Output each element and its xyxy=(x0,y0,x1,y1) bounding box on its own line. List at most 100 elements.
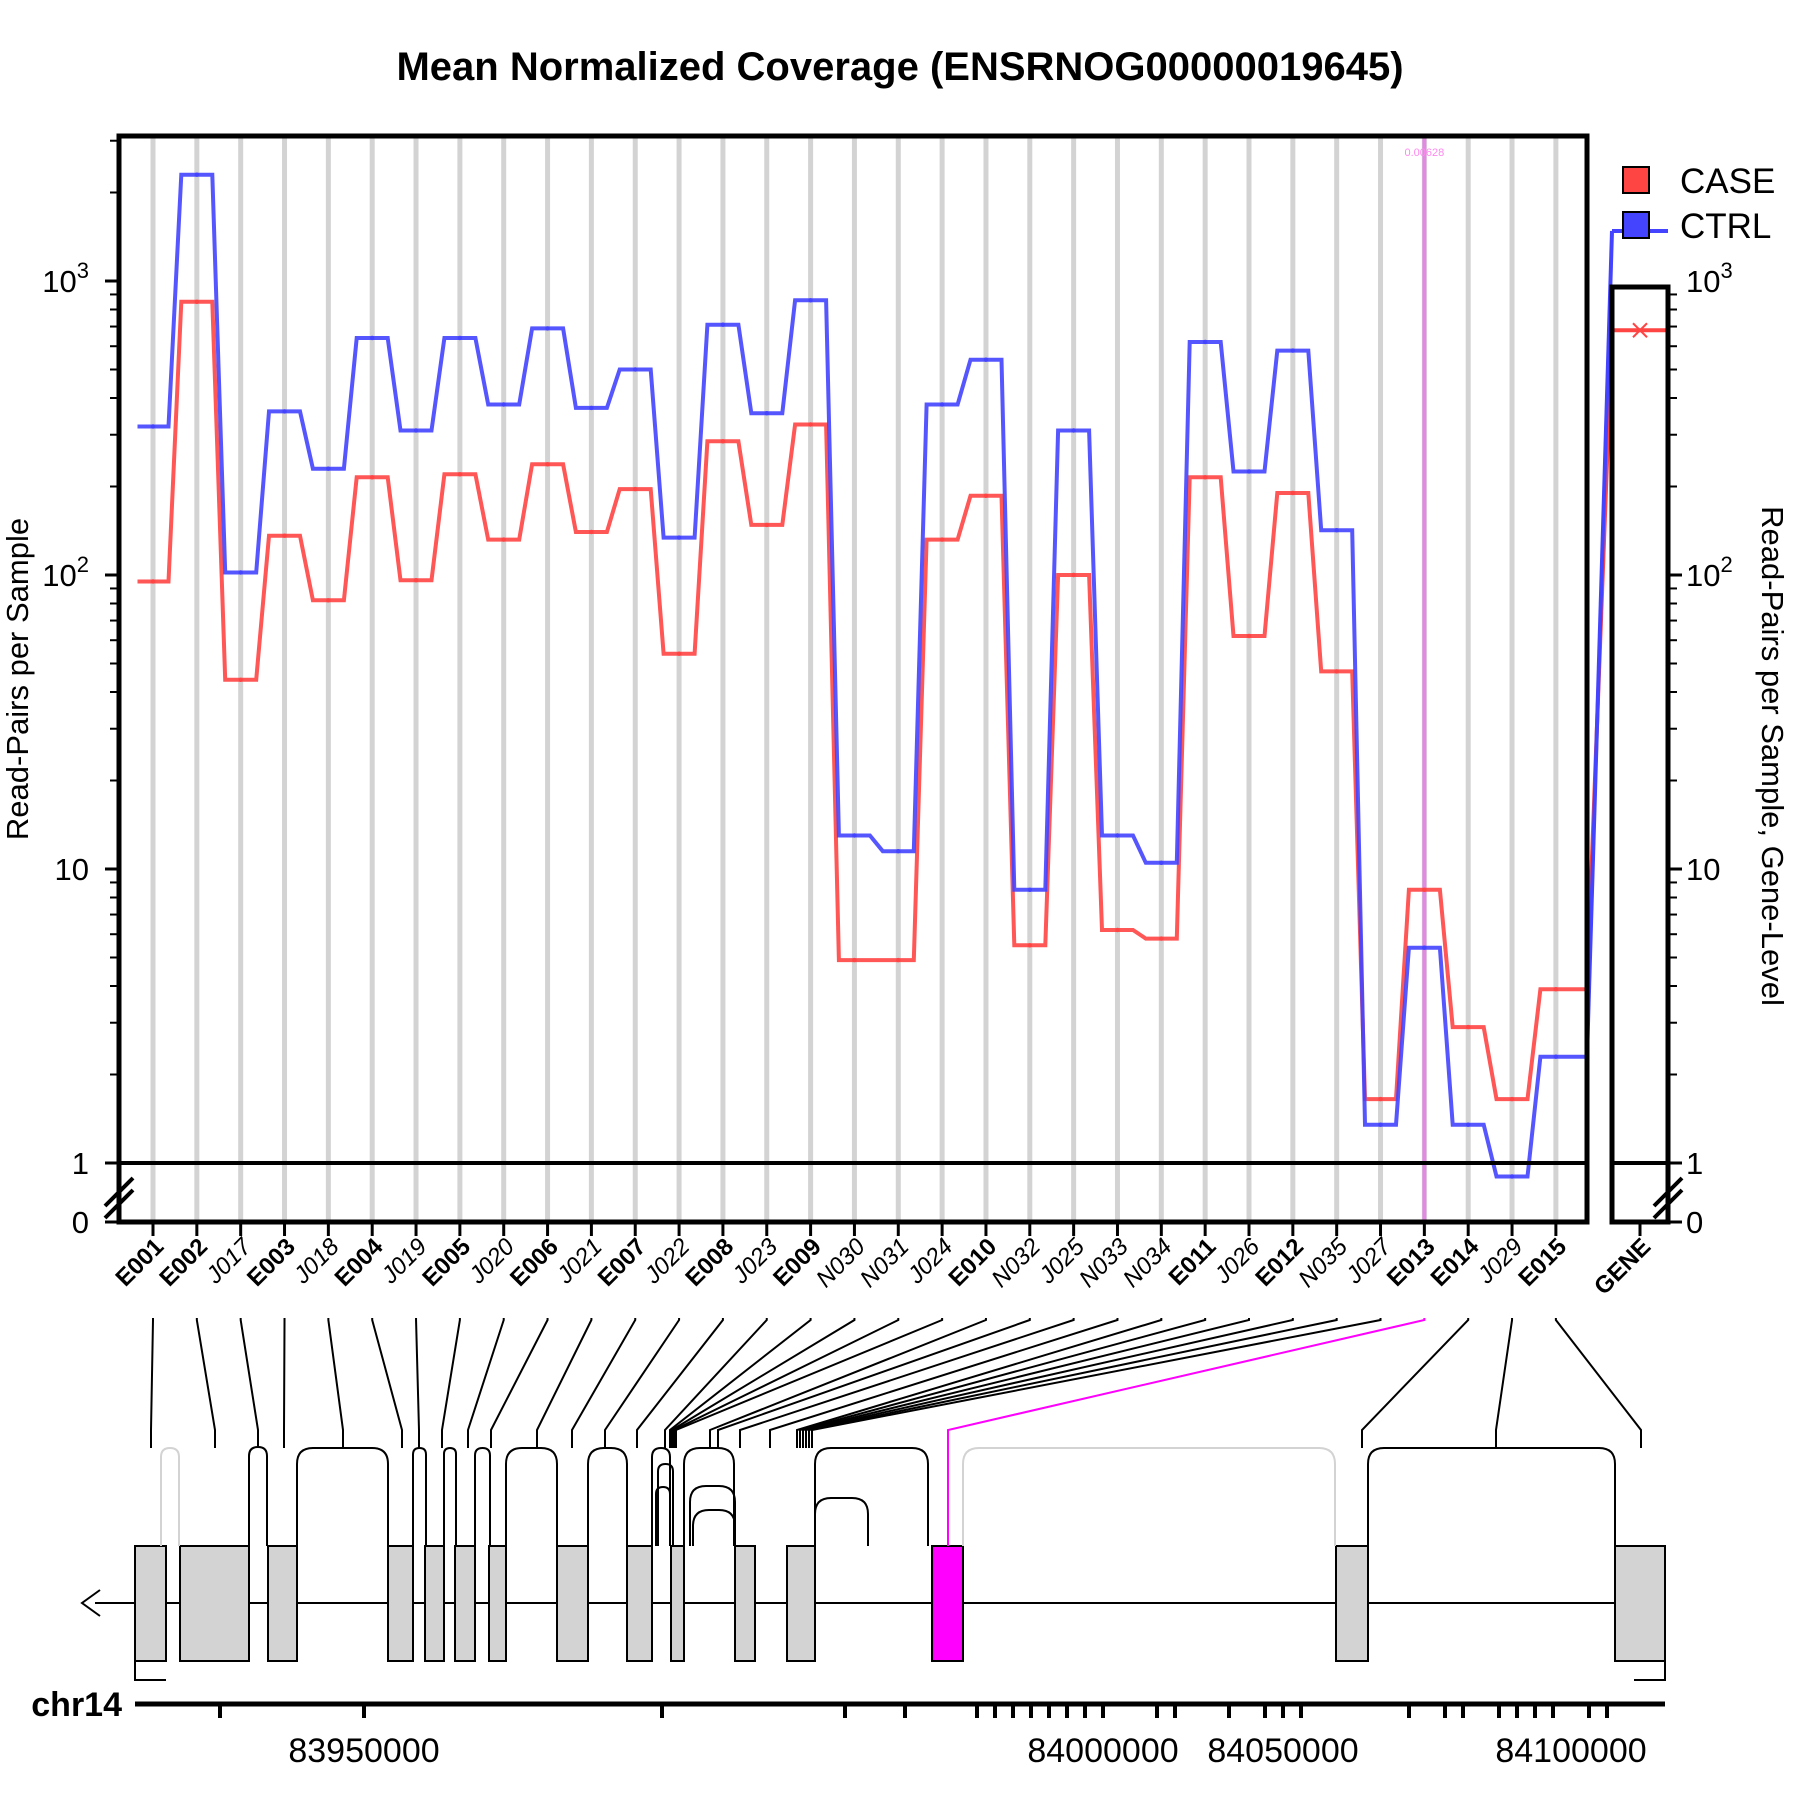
category-label-j024: J024 xyxy=(902,1233,959,1290)
highlight-layer: 0.00628 xyxy=(1404,136,1444,1222)
category-label-n030: N030 xyxy=(811,1233,871,1293)
point-case-n032 xyxy=(1027,943,1033,948)
point-ctrl-j029 xyxy=(1509,1174,1515,1179)
exon-block xyxy=(179,1545,250,1662)
exon-block xyxy=(626,1545,653,1662)
grid-lines xyxy=(150,136,1559,1222)
feature-connector xyxy=(636,1318,724,1448)
category-label-j021: J021 xyxy=(551,1233,608,1290)
highlight-pvalue: 0.00628 xyxy=(1404,147,1444,159)
point-ctrl-e012 xyxy=(1290,348,1296,353)
feature-connector xyxy=(283,1318,286,1448)
exon-block xyxy=(387,1545,414,1662)
genomic-position-label: 84100000 xyxy=(1495,1732,1646,1770)
feature-connector xyxy=(604,1318,681,1448)
point-case-j024 xyxy=(939,537,945,542)
point-case-e010 xyxy=(983,493,989,498)
feature-connector xyxy=(467,1318,505,1448)
point-case-e004 xyxy=(370,475,375,480)
exon-block-highlighted xyxy=(931,1545,964,1662)
category-label-e010: E010 xyxy=(943,1233,1002,1292)
category-label-e015: E015 xyxy=(1513,1233,1572,1292)
strand-arrow-icon xyxy=(80,1589,101,1617)
junction-arc xyxy=(443,1446,457,1546)
point-case-e002 xyxy=(194,299,200,304)
point-case-n033 xyxy=(1115,927,1120,933)
category-label-n034: N034 xyxy=(1118,1233,1178,1293)
junction-arc xyxy=(962,1447,1336,1546)
axis-break-left xyxy=(103,1176,135,1220)
category-label-e003: E003 xyxy=(242,1233,301,1292)
point-case-n031 xyxy=(896,957,901,963)
series-line-ctrl xyxy=(137,172,1587,1179)
junction-arc xyxy=(655,1485,671,1546)
gene-structure xyxy=(80,1318,1666,1718)
text-layer: 0 0 1 1 10 10 102 102 103 103 Mean Normalized Cove… xyxy=(0,45,1790,1770)
axis-break-right xyxy=(1652,1176,1684,1220)
left-ytick-label: 103 xyxy=(42,258,89,299)
point-ctrl-e014 xyxy=(1466,1122,1471,1127)
category-labels: E001E002J017E003J018E004J019E005J020E006… xyxy=(111,1220,1668,1300)
feature-connector xyxy=(805,1318,1294,1448)
chart-title: Mean Normalized Coverage (ENSRNOG0000001… xyxy=(396,45,1403,89)
point-case-n035 xyxy=(1334,669,1339,674)
junction-arc xyxy=(505,1447,558,1546)
junction-arc xyxy=(1367,1447,1616,1546)
genomic-position-label: 84050000 xyxy=(1207,1732,1358,1770)
category-label-e006: E006 xyxy=(505,1233,564,1292)
category-label-j019: J019 xyxy=(376,1233,433,1290)
category-label-e001: E001 xyxy=(111,1233,170,1292)
point-ctrl-e003 xyxy=(282,409,287,414)
point-case-e011 xyxy=(1202,475,1208,480)
gene-level-marker-case xyxy=(1632,322,1648,338)
left-ytick-label: 1 xyxy=(72,1146,89,1181)
junction-arc xyxy=(692,1509,736,1546)
point-case-n034 xyxy=(1159,936,1164,941)
right-ytick-label: 10 xyxy=(1686,852,1720,887)
feature-connector xyxy=(327,1318,344,1448)
gene-plot-frame xyxy=(1609,284,1671,1225)
point-case-e012 xyxy=(1290,490,1296,496)
category-label-e014: E014 xyxy=(1426,1233,1485,1292)
feature-connector xyxy=(709,1318,987,1448)
point-case-j025 xyxy=(1071,572,1076,578)
point-case-e015 xyxy=(1553,987,1559,992)
feature-connector xyxy=(796,1318,1163,1448)
feature-connector xyxy=(673,1318,900,1448)
feature-connector xyxy=(150,1318,154,1448)
feature-connector xyxy=(571,1318,637,1448)
point-ctrl-e010 xyxy=(983,357,989,362)
point-ctrl-j020 xyxy=(501,402,506,407)
feature-connector xyxy=(802,1318,1250,1448)
point-ctrl-j023 xyxy=(764,411,769,416)
category-label-j018: J018 xyxy=(288,1233,345,1290)
feature-connector xyxy=(371,1318,403,1448)
point-ctrl-n031 xyxy=(896,849,901,854)
category-label-j023: J023 xyxy=(726,1233,783,1290)
point-case-j029 xyxy=(1509,1096,1515,1102)
point-ctrl-n034 xyxy=(1159,860,1164,865)
category-label-e002: E002 xyxy=(154,1233,213,1292)
point-case-e009 xyxy=(808,422,813,427)
feature-connector xyxy=(811,1318,1382,1448)
point-case-j020 xyxy=(501,537,506,542)
junction-arc xyxy=(814,1447,929,1546)
point-case-j026 xyxy=(1246,633,1252,639)
category-label-j022: J022 xyxy=(639,1233,696,1290)
y-axis-label-right: Read-Pairs per Sample, Gene-Level xyxy=(1755,506,1790,1006)
junction-arc xyxy=(412,1446,427,1546)
point-ctrl-e007 xyxy=(633,367,638,372)
point-case-e014 xyxy=(1466,1024,1471,1030)
genomic-position-label: 84000000 xyxy=(1027,1732,1178,1770)
junction-arc xyxy=(689,1485,736,1546)
exon-block xyxy=(267,1545,298,1662)
feature-connector xyxy=(490,1318,549,1448)
feature-connector xyxy=(441,1318,461,1448)
exon-block xyxy=(1335,1545,1369,1662)
category-label-e009: E009 xyxy=(768,1233,827,1292)
right-ytick-label: 0 xyxy=(1686,1205,1703,1240)
feature-connector xyxy=(239,1318,259,1448)
gene-category-label: GENE xyxy=(1589,1233,1656,1300)
point-ctrl-j026 xyxy=(1246,469,1252,474)
